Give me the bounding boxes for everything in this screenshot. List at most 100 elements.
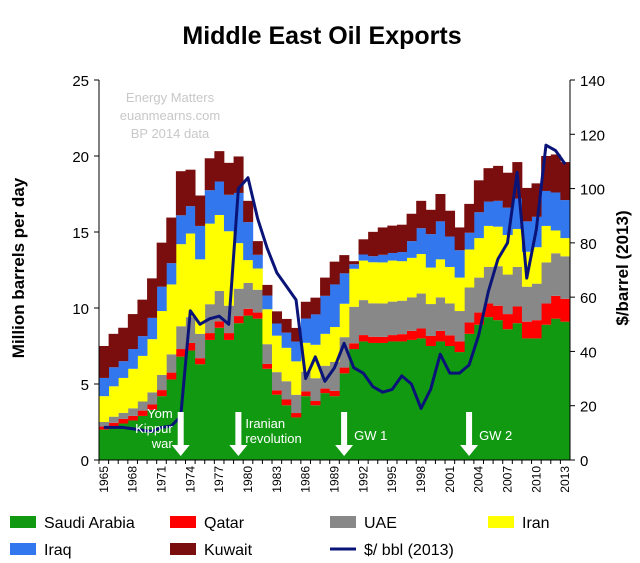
bar-saudi-arabia-1976 — [204, 339, 215, 460]
legend-swatch-qatar — [170, 516, 196, 528]
bar-iraq-1967 — [118, 361, 129, 378]
y2-tick-label-0: 0 — [580, 453, 588, 470]
bar-saudi-arabia-1970 — [147, 409, 158, 460]
bar-saudi-arabia-1999 — [425, 346, 436, 460]
bar-kuwait-1992 — [358, 239, 369, 255]
bar-iraq-1969 — [137, 336, 148, 356]
legend: Saudi Arabia Qatar UAE Iran Iraq Kuwait … — [10, 515, 550, 559]
bar-uae-1969 — [137, 401, 148, 411]
bar-qatar-1986 — [300, 391, 311, 397]
bar-uae-2000 — [435, 297, 446, 331]
bar-qatar-1987 — [310, 401, 321, 406]
y-tick-label-5: 5 — [81, 377, 89, 394]
bar-kuwait-2002 — [454, 227, 465, 251]
bar-iraq-1982 — [262, 295, 273, 310]
bar-saudi-arabia-2013 — [560, 321, 571, 460]
bar-iran-2007 — [502, 235, 513, 275]
bar-uae-1988 — [320, 365, 331, 389]
bar-qatar-1991 — [348, 343, 359, 350]
bar-iraq-1993 — [368, 256, 379, 263]
bar-saudi-arabia-1989 — [329, 396, 340, 460]
bar-iraq-1986 — [300, 318, 311, 343]
legend-swatch-iran — [488, 516, 514, 528]
bar-iraq-2001 — [445, 236, 456, 267]
bar-kuwait-1974 — [185, 169, 196, 207]
annotation-arrow-shaft-1990 — [341, 412, 348, 446]
bar-kuwait-1968 — [127, 314, 138, 350]
bar-qatar-1985 — [291, 413, 302, 418]
x-tick-label-1983: 1983 — [270, 466, 284, 493]
bar-iran-1971 — [156, 311, 167, 375]
bar-uae-1992 — [358, 300, 369, 336]
bar-uae-1977 — [214, 290, 225, 322]
bar-qatar-1995 — [387, 335, 398, 342]
bar-kuwait-1978 — [223, 162, 234, 195]
bar-qatar-2013 — [560, 298, 571, 322]
bar-iraq-1987 — [310, 314, 321, 345]
bar-saudi-arabia-1965 — [99, 429, 110, 460]
bar-uae-2008 — [512, 266, 523, 307]
bar-uae-1993 — [368, 303, 379, 337]
bar-iran-1996 — [396, 261, 407, 301]
bar-iraq-1991 — [348, 264, 359, 269]
bar-qatar-1992 — [358, 335, 369, 342]
bar-kuwait-2009 — [521, 187, 532, 222]
bar-iran-1987 — [310, 344, 321, 379]
bar-iran-1991 — [348, 268, 359, 307]
bar-uae-2002 — [454, 311, 465, 342]
annotation-label-1979-line-1: Iranian — [245, 416, 285, 431]
bar-iran-1995 — [387, 260, 398, 302]
bar-saudi-arabia-1984 — [281, 405, 292, 460]
x-tick-label-1974: 1974 — [183, 466, 197, 493]
bar-kuwait-1989 — [329, 261, 340, 285]
y-tick-label-0: 0 — [81, 453, 89, 470]
bar-qatar-1999 — [425, 335, 436, 346]
watermark-line-1: Energy Matters — [126, 90, 215, 105]
bar-qatar-1983 — [272, 390, 283, 395]
bar-iraq-1989 — [329, 284, 340, 327]
bar-iran-2000 — [435, 259, 446, 298]
bar-iran-1974 — [185, 233, 196, 318]
bar-saudi-arabia-2010 — [531, 338, 542, 460]
bar-saudi-arabia-1980 — [243, 315, 254, 460]
legend-swatch-saudi-arabia — [10, 516, 36, 528]
x-tick-label-1971: 1971 — [154, 466, 168, 493]
bar-saudi-arabia-1978 — [223, 339, 234, 460]
bar-iraq-2007 — [502, 207, 513, 236]
bar-iran-1973 — [175, 244, 186, 327]
bar-saudi-arabia-1969 — [137, 415, 148, 460]
bar-iraq-1997 — [406, 241, 417, 258]
x-tick-label-2010: 2010 — [529, 466, 543, 493]
bar-iran-1999 — [425, 267, 436, 305]
bar-iraq-1998 — [416, 228, 427, 255]
bar-saudi-arabia-1994 — [377, 342, 388, 460]
bar-uae-2009 — [521, 286, 532, 322]
bar-kuwait-2004 — [473, 180, 484, 213]
y2-tick-label-120: 120 — [580, 127, 605, 144]
bar-uae-1998 — [416, 293, 427, 329]
y-axis-label-right: $/barrel (2013) — [613, 210, 632, 325]
bar-uae-1965 — [99, 422, 110, 427]
bar-qatar-1972 — [166, 372, 177, 380]
bar-saudi-arabia-2011 — [541, 324, 552, 460]
bar-iran-2002 — [454, 277, 465, 312]
bar-qatar-1977 — [214, 321, 225, 328]
bar-kuwait-1981 — [252, 241, 263, 255]
bar-kuwait-1986 — [300, 301, 311, 319]
bar-uae-2006 — [493, 266, 504, 306]
bar-iran-2006 — [493, 226, 504, 267]
bar-iraq-1984 — [281, 332, 292, 348]
bar-iraq-1973 — [175, 215, 186, 245]
bar-kuwait-1997 — [406, 213, 417, 242]
bar-iran-1972 — [166, 284, 177, 355]
bar-qatar-1989 — [329, 390, 340, 397]
bar-kuwait-1984 — [281, 318, 292, 333]
bar-kuwait-1993 — [368, 231, 379, 257]
bar-saudi-arabia-1985 — [291, 417, 302, 460]
bar-iran-2008 — [512, 228, 523, 267]
annotation-arrow-shaft-1973 — [177, 412, 184, 446]
x-tick-label-1965: 1965 — [97, 466, 111, 493]
bar-iran-1989 — [329, 327, 340, 362]
watermark: Energy Matters euanmearns.com BP 2014 da… — [120, 90, 220, 141]
bar-uae-1979 — [233, 288, 244, 317]
